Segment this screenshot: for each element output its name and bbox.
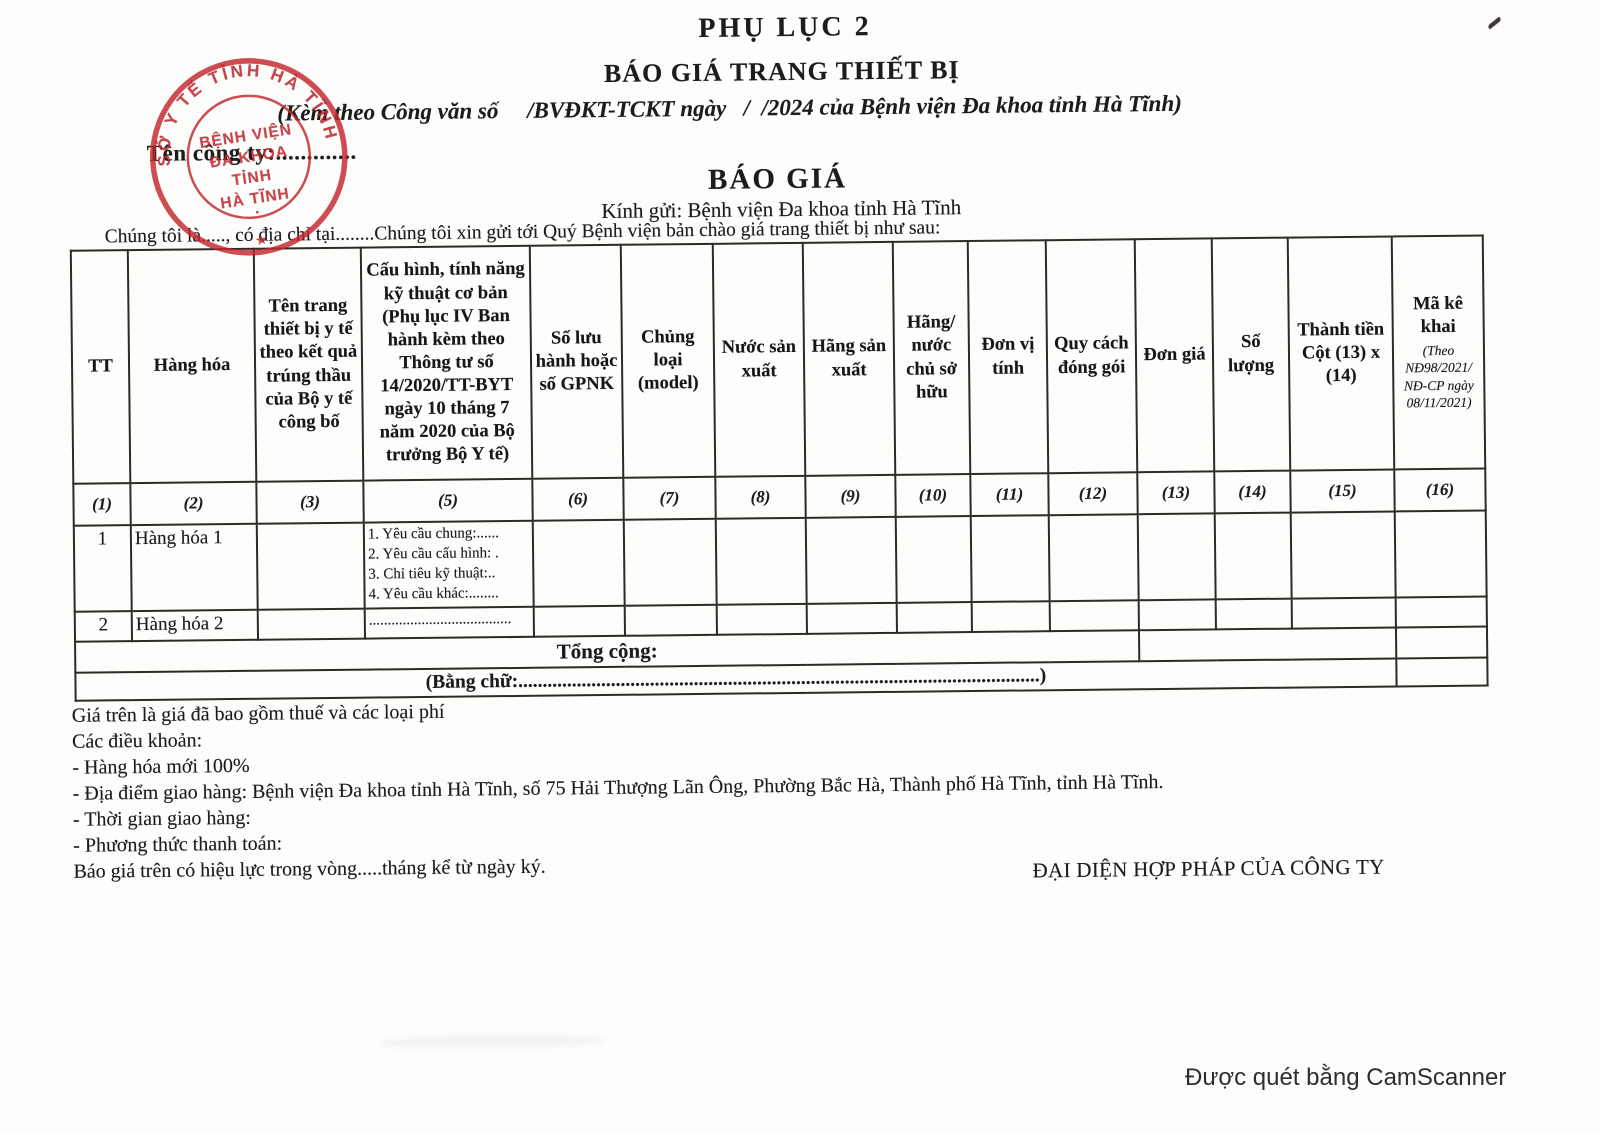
quote-title: BÁO GIÁ xyxy=(707,162,848,196)
col-number: (6) xyxy=(532,477,624,521)
empty-cell xyxy=(256,522,365,610)
empty-cell xyxy=(1214,512,1292,600)
empty-cell xyxy=(624,604,717,636)
col-header-chung-loai: Chủng loại (model) xyxy=(620,243,716,478)
empty-cell xyxy=(532,519,625,607)
stamp-outer-circle xyxy=(150,58,348,256)
col-number: (15) xyxy=(1290,469,1395,513)
stamp-star-icon: ★ xyxy=(255,232,268,247)
stamp-line-tinh: TỈNH xyxy=(231,167,273,190)
table-header-row: TT Hàng hóa Tên trang thiết bị y tế theo… xyxy=(70,235,1486,484)
col-number: (11) xyxy=(970,473,1049,517)
empty-cell xyxy=(716,603,807,635)
empty-cell xyxy=(970,515,1050,602)
col-number: (14) xyxy=(1214,470,1291,514)
empty-cell xyxy=(1291,597,1396,629)
empty-cell xyxy=(257,608,366,640)
col-number: (10) xyxy=(895,474,971,517)
empty-cell xyxy=(1290,511,1396,599)
empty-cell xyxy=(895,516,972,603)
col-header-tt: TT xyxy=(70,250,131,484)
quotation-table: TT Hàng hóa Tên trang thiết bị y tế theo… xyxy=(70,234,1489,701)
camscanner-watermark: Được quét bằng CamScanner xyxy=(1185,1064,1507,1091)
total-amount-cell xyxy=(1138,627,1397,661)
col-header-ten-thiet-bi: Tên trang thiết bị y tế theo kết quả trú… xyxy=(253,247,364,482)
col-header-don-vi-tinh: Đơn vị tính xyxy=(967,240,1049,475)
spec-line: 1. Yêu cầu chung:...... xyxy=(367,525,500,543)
col-number: (9) xyxy=(805,474,896,518)
item-2-tt: 2 xyxy=(74,610,133,642)
item-1-tt: 1 xyxy=(73,525,132,612)
empty-cell xyxy=(1138,599,1216,630)
ma-ke-khai-label: Mã kê khai xyxy=(1412,293,1463,338)
document-subtitle: (Kèm theo Công văn số /BVĐKT-TCKT ngày /… xyxy=(277,90,1182,126)
col-number: (5) xyxy=(363,478,533,523)
col-header-cau-hinh: Cấu hình, tính năng kỹ thuật cơ bản (Phụ… xyxy=(360,245,533,481)
col-number: (8) xyxy=(715,475,806,519)
terms-block: Giá trên là giá đã bao gồm thuế và các l… xyxy=(72,691,1165,885)
empty-cell xyxy=(1395,626,1488,659)
col-number: (1) xyxy=(73,483,131,526)
col-header-hang-chu-so-huu: Hãng/ nước chủ sở hữu xyxy=(892,241,971,475)
empty-cell xyxy=(715,517,807,605)
col-header-thanh-tien: Thành tiền Cột (13) x (14) xyxy=(1287,236,1395,471)
col-number: (3) xyxy=(256,480,364,524)
item-1-name: Hàng hóa 1 xyxy=(130,523,258,611)
table-row-item-1: 1 Hàng hóa 1 1. Yêu cầu chung:...... 2. … xyxy=(73,510,1487,612)
signature-heading: ĐẠI DIỆN HỢP PHÁP CỦA CÔNG TY xyxy=(1032,854,1385,883)
spec-line: 3. Chỉ tiêu kỹ thuật:.. xyxy=(368,565,496,583)
stamp-inner-circle xyxy=(186,94,312,220)
empty-cell xyxy=(1215,598,1292,630)
col-number: (2) xyxy=(130,481,257,526)
col-header-don-gia: Đơn giá xyxy=(1134,238,1215,473)
ma-ke-khai-note: (Theo NĐ98/2021/ NĐ-CP ngày 08/11/2021) xyxy=(1403,342,1474,411)
stamp-dot-icon: • xyxy=(255,207,260,217)
item-2-name: Hàng hóa 2 xyxy=(131,609,259,641)
col-number: (7) xyxy=(623,476,716,520)
col-number: (12) xyxy=(1048,472,1138,516)
col-header-hang-san-xuat: Hãng sản xuất xyxy=(802,241,896,476)
empty-cell xyxy=(896,601,972,633)
col-header-so-luu-hanh: Số lưu hành hoặc số GPNK xyxy=(529,244,624,479)
empty-cell xyxy=(1048,514,1139,601)
col-header-ma-ke-khai: Mã kê khai (Theo NĐ98/2021/ NĐ-CP ngày 0… xyxy=(1391,235,1486,470)
document-title: BÁO GIÁ TRANG THIẾT BỊ xyxy=(603,55,960,88)
empty-cell xyxy=(1137,513,1216,600)
col-number: (13) xyxy=(1137,471,1215,515)
empty-cell xyxy=(1395,596,1487,628)
empty-cell xyxy=(805,516,897,604)
col-header-nuoc-san-xuat: Nước sản xuất xyxy=(712,242,806,477)
appendix-title: PHỤ LỤC 2 xyxy=(698,11,872,44)
col-header-hang-hoa: Hàng hóa xyxy=(127,248,257,484)
col-number: (16) xyxy=(1394,468,1486,512)
empty-cell xyxy=(623,518,717,606)
empty-cell xyxy=(1394,510,1487,598)
empty-cell xyxy=(971,600,1050,632)
item-1-spec-cell: 1. Yêu cầu chung:...... 2. Yêu cầu cấu h… xyxy=(363,520,534,609)
spec-line: 2. Yêu cầu cấu hình: . xyxy=(368,545,499,563)
col-header-so-luong: Số lượng xyxy=(1211,237,1291,472)
empty-cell xyxy=(1396,657,1488,687)
hospital-red-stamp-icon: SỞ Y TẾ TỈNH HÀ TĨNH BỆNH VIỆN ĐA KHOA T… xyxy=(142,49,348,256)
empty-cell xyxy=(533,605,625,637)
item-2-spec-cell: ...................................... xyxy=(364,606,535,639)
spec-line: ...................................... xyxy=(368,610,512,629)
col-header-quy-cach: Quy cách đóng gói xyxy=(1045,239,1138,474)
empty-cell xyxy=(1049,599,1139,631)
scan-smudge-artifact xyxy=(376,1034,607,1050)
empty-cell xyxy=(806,602,897,634)
spec-line: 4. Yêu cầu khác:........ xyxy=(368,584,499,603)
